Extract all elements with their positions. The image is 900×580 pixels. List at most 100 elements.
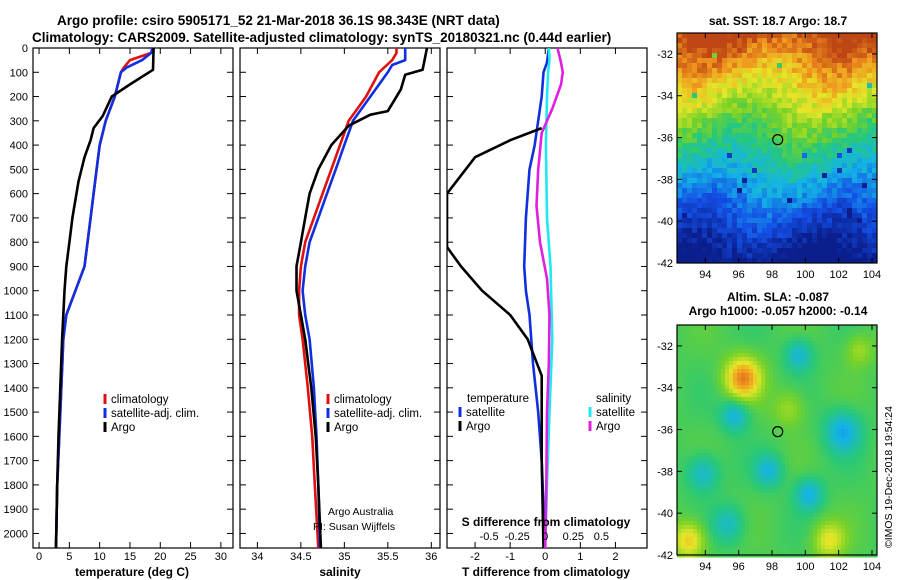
heatmap-cell <box>765 549 770 554</box>
heatmap-cell <box>801 421 806 426</box>
heatmap-cell <box>817 218 823 224</box>
heatmap-cell <box>733 445 738 450</box>
heatmap-cell <box>841 361 846 366</box>
heatmap-cell <box>721 361 726 366</box>
heatmap-cell <box>689 421 694 426</box>
heatmap-cell <box>685 369 690 374</box>
heatmap-cell <box>833 421 838 426</box>
heatmap-cell <box>852 68 858 74</box>
argo-position-marker <box>772 134 784 146</box>
heatmap-cell <box>701 517 706 522</box>
heatmap-cell <box>765 333 770 338</box>
heatmap-cell <box>789 549 794 554</box>
heatmap-cell <box>729 457 734 462</box>
heatmap-cell <box>732 133 738 139</box>
lat-tick-label: -40 <box>657 216 673 228</box>
heatmap-cell <box>677 148 683 154</box>
heatmap-cell <box>733 513 738 518</box>
heatmap-cell <box>789 417 794 422</box>
heatmap-cell <box>822 58 828 64</box>
heatmap-cell <box>762 233 768 239</box>
heatmap-cell <box>733 473 738 478</box>
heatmap-cell <box>801 489 806 494</box>
heatmap-cell <box>702 163 708 169</box>
heatmap-cell <box>849 437 854 442</box>
heatmap-cell <box>773 469 778 474</box>
heatmap-cell <box>729 397 734 402</box>
heatmap-cell <box>717 123 723 129</box>
heatmap-cell <box>857 349 862 354</box>
heatmap-cell <box>752 178 758 184</box>
heatmap-cell <box>845 325 850 330</box>
heatmap-cell <box>773 549 778 554</box>
heatmap-cell <box>857 517 862 522</box>
heatmap-cell <box>825 501 830 506</box>
heatmap-cell <box>717 163 723 169</box>
heatmap-cell <box>827 128 833 134</box>
heatmap-cell <box>781 537 786 542</box>
heatmap-cell <box>822 113 828 119</box>
heatmap-cell <box>861 533 866 538</box>
heatmap-cell <box>872 98 878 104</box>
heatmap-cell <box>702 183 708 189</box>
heatmap-cell <box>793 469 798 474</box>
heatmap-cell <box>781 341 786 346</box>
heatmap-cell <box>807 88 813 94</box>
heatmap-cell <box>757 168 763 174</box>
heatmap-cell <box>857 48 863 54</box>
heatmap-cell <box>813 537 818 542</box>
heatmap-cell <box>742 193 748 199</box>
heatmap-cell <box>705 341 710 346</box>
heatmap-cell <box>833 445 838 450</box>
heatmap-cell <box>707 78 713 84</box>
heatmap-cell <box>801 525 806 530</box>
heatmap-cell <box>849 513 854 518</box>
heatmap-cell <box>709 529 714 534</box>
heatmap-cell <box>741 365 746 370</box>
heatmap-cell <box>793 409 798 414</box>
heatmap-cell <box>847 208 853 214</box>
heatmap-cell <box>792 218 798 224</box>
heatmap-cell <box>765 461 770 466</box>
heatmap-cell <box>773 461 778 466</box>
heatmap-cell <box>869 525 874 530</box>
heatmap-cell <box>713 441 718 446</box>
heatmap-cell <box>787 208 793 214</box>
heatmap-cell <box>685 541 690 546</box>
heatmap-cell <box>729 441 734 446</box>
heatmap-cell <box>687 118 693 124</box>
heatmap-cell <box>837 128 843 134</box>
heatmap-cell <box>777 453 782 458</box>
heatmap-cell <box>773 337 778 342</box>
heatmap-cell <box>745 469 750 474</box>
heatmap-cell <box>717 393 722 398</box>
heatmap-cell <box>837 238 843 244</box>
heatmap-cell <box>829 497 834 502</box>
heatmap-cell <box>749 549 754 554</box>
heatmap-cell <box>705 389 710 394</box>
heatmap-cell <box>837 163 843 169</box>
heatmap-cell <box>685 429 690 434</box>
heatmap-cell <box>845 469 850 474</box>
heatmap-cell <box>769 457 774 462</box>
heatmap-cell <box>677 353 682 358</box>
heatmap-cell <box>757 477 762 482</box>
heatmap-cell <box>701 465 706 470</box>
heatmap-cell <box>825 529 830 534</box>
heatmap-cell <box>693 381 698 386</box>
heatmap-cell <box>797 481 802 486</box>
heatmap-cell <box>705 329 710 334</box>
heatmap-cell <box>792 148 798 154</box>
heatmap-cell <box>681 521 686 526</box>
heatmap-cell <box>682 228 688 234</box>
heatmap-cell <box>861 489 866 494</box>
heatmap-cell <box>821 421 826 426</box>
heatmap-cell <box>853 525 858 530</box>
heatmap-cell <box>873 517 878 522</box>
heatmap-cell <box>873 357 878 362</box>
heatmap-cell <box>749 517 754 522</box>
heatmap-cell <box>785 377 790 382</box>
heatmap-cell <box>741 433 746 438</box>
heatmap-cell <box>773 377 778 382</box>
heatmap-cell <box>832 93 838 99</box>
